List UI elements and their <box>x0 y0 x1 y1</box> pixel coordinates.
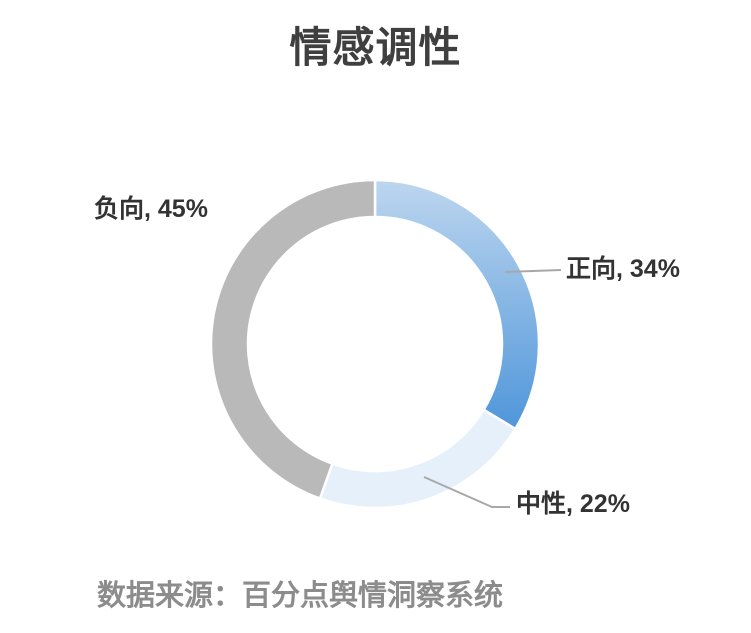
leader-line-positive <box>504 269 562 273</box>
donut-slice-中性 <box>318 408 518 510</box>
slice-label-neutral: 中性, 22% <box>516 490 630 518</box>
slice-label-negative: 负向, 45% <box>94 195 208 223</box>
chart-title: 情感调性 <box>289 24 462 71</box>
slice-label-positive: 正向, 34% <box>566 255 680 283</box>
donut-slice-正向 <box>373 178 541 431</box>
data-source-text: 数据来源：百分点舆情洞察系统 <box>97 580 504 612</box>
leader-line-neutral <box>423 476 510 508</box>
donut-slice-负向 <box>209 178 377 501</box>
